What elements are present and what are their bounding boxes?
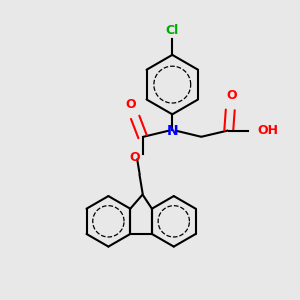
Text: O: O	[125, 98, 136, 111]
Text: O: O	[130, 151, 140, 164]
Text: Cl: Cl	[166, 24, 179, 37]
Text: N: N	[167, 124, 178, 138]
Text: O: O	[226, 89, 237, 102]
Text: OH: OH	[257, 124, 278, 137]
